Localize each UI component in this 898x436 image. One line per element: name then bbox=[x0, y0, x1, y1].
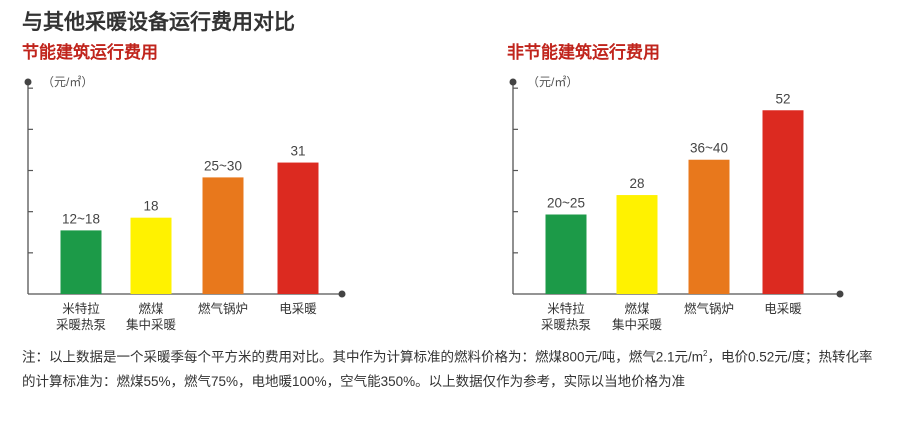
x-tick-label-line2: 集中采暖 bbox=[612, 317, 663, 332]
y-axis-unit-label: （元/㎡） bbox=[42, 75, 93, 89]
bar-value-label: 25~30 bbox=[204, 158, 242, 173]
bar bbox=[616, 195, 658, 294]
bar-value-label: 31 bbox=[290, 144, 305, 159]
y-axis-end-dot bbox=[24, 78, 32, 86]
x-tick-label: 燃煤 bbox=[138, 301, 164, 316]
x-tick-label: 米特拉 bbox=[547, 301, 585, 316]
x-tick-label-line2: 采暖热泵 bbox=[541, 318, 591, 332]
x-tick-label: 燃煤 bbox=[624, 301, 650, 316]
page-title: 与其他采暖设备运行费用对比 bbox=[22, 11, 295, 34]
bar-value-label: 18 bbox=[143, 199, 158, 214]
bar-value-label: 20~25 bbox=[547, 196, 585, 211]
x-axis-end-dot bbox=[836, 290, 844, 298]
bar bbox=[762, 110, 804, 294]
x-tick-label-line2: 集中采暖 bbox=[126, 317, 177, 332]
chart-title-non-energy-saving: 非节能建筑运行费用 bbox=[507, 43, 660, 62]
footnote-text-2: ，电价0.52元/度；热转化率的计算标准为：燃煤55%，燃气75%，电地暖100… bbox=[22, 349, 873, 389]
bar bbox=[545, 214, 587, 294]
bar bbox=[60, 230, 102, 294]
bar-value-label: 52 bbox=[775, 91, 790, 106]
x-tick-label: 燃气锅炉 bbox=[198, 301, 248, 316]
footnote-superscript: 2 bbox=[703, 349, 708, 358]
x-tick-label: 电采暖 bbox=[279, 302, 317, 316]
x-tick-label: 米特拉 bbox=[62, 301, 100, 316]
footnote-text-1: 注：以上数据是一个采暖季每个平方米的费用对比。其中作为计算标准的燃料价格为：燃煤… bbox=[22, 349, 704, 365]
bar bbox=[277, 162, 319, 294]
bar-value-label: 12~18 bbox=[62, 211, 100, 226]
x-tick-label: 电采暖 bbox=[764, 302, 802, 316]
chart-title-energy-saving: 节能建筑运行费用 bbox=[22, 43, 158, 62]
bar-value-label: 36~40 bbox=[690, 141, 728, 156]
y-axis-end-dot bbox=[509, 78, 517, 86]
bar bbox=[130, 217, 172, 294]
x-axis-end-dot bbox=[338, 290, 346, 298]
bar bbox=[202, 177, 244, 294]
x-tick-label: 燃气锅炉 bbox=[684, 301, 734, 316]
footnote: 注：以上数据是一个采暖季每个平方米的费用对比。其中作为计算标准的燃料价格为：燃煤… bbox=[22, 342, 878, 394]
y-axis-unit-label: （元/㎡） bbox=[527, 75, 578, 89]
bar-value-label: 28 bbox=[629, 176, 644, 191]
x-tick-label-line2: 采暖热泵 bbox=[56, 318, 106, 332]
bar bbox=[688, 159, 730, 294]
